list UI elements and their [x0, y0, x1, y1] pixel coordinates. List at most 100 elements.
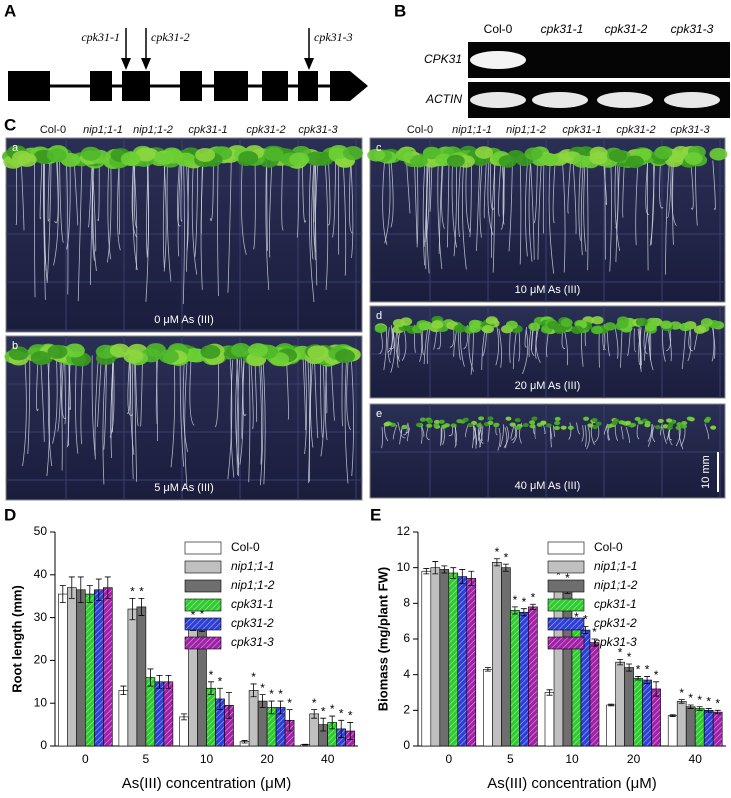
root — [68, 354, 71, 410]
error-bar — [423, 568, 430, 575]
root — [503, 426, 509, 448]
bar — [676, 701, 687, 747]
leaf — [529, 424, 536, 429]
root — [620, 426, 624, 440]
error-bar — [484, 667, 491, 672]
leaf — [654, 424, 661, 430]
significance-mark: * — [251, 670, 256, 684]
root — [163, 156, 167, 272]
y-tick-label: 6 — [403, 631, 410, 645]
bar — [206, 687, 216, 747]
bar — [76, 589, 86, 747]
leaf — [158, 349, 179, 364]
root — [549, 425, 553, 440]
root — [533, 422, 535, 434]
leaf — [700, 318, 713, 327]
scale-label: 10 mm — [700, 455, 712, 489]
bar — [163, 681, 174, 747]
root — [614, 160, 621, 251]
root — [614, 424, 619, 442]
genotype-label: cpk31-1 — [188, 124, 227, 136]
bar — [145, 677, 156, 747]
root — [483, 161, 487, 219]
root — [384, 157, 391, 244]
leaf — [453, 324, 466, 333]
root — [91, 159, 97, 252]
root — [20, 159, 25, 231]
root — [36, 355, 39, 411]
significance-mark: * — [495, 545, 500, 559]
significance-mark: * — [209, 668, 214, 682]
root — [327, 158, 331, 226]
root — [350, 158, 354, 258]
root — [542, 423, 546, 434]
leaf — [567, 425, 574, 430]
significance-mark: * — [715, 697, 720, 711]
genotype-label: nip1;1-2 — [506, 124, 546, 136]
root — [511, 426, 517, 441]
error-bar — [147, 668, 154, 687]
root — [615, 158, 621, 263]
root — [576, 422, 581, 435]
significance-mark: * — [583, 613, 588, 627]
leaf — [635, 317, 648, 327]
root — [194, 156, 199, 257]
bar — [136, 606, 147, 747]
leaf — [401, 424, 408, 430]
root — [266, 159, 268, 251]
leaf — [514, 418, 521, 423]
root — [131, 355, 134, 479]
root — [250, 356, 254, 430]
leaf — [590, 325, 603, 335]
significance-mark: * — [191, 608, 196, 622]
root — [281, 160, 284, 231]
root — [217, 158, 219, 296]
leaf — [710, 425, 717, 430]
error-bar — [705, 708, 712, 713]
root — [688, 327, 694, 352]
bar — [94, 589, 104, 747]
leaf — [433, 423, 440, 428]
root — [155, 357, 158, 425]
root — [535, 326, 540, 359]
root — [15, 158, 18, 226]
error-bar — [68, 576, 75, 599]
panel-label: A — [4, 1, 16, 20]
leaf — [487, 420, 494, 425]
legend-swatch — [547, 636, 585, 650]
genotype-label: Col-0 — [40, 124, 66, 136]
legend-label: cpk31-3 — [594, 635, 637, 649]
root — [572, 159, 577, 234]
leaf — [684, 152, 703, 165]
root — [209, 159, 214, 221]
leaf — [644, 420, 651, 426]
leaf — [613, 418, 620, 423]
leaf — [554, 420, 561, 426]
leaf — [540, 153, 559, 166]
root — [131, 158, 138, 238]
root — [80, 357, 84, 445]
leaf — [681, 421, 688, 426]
significance-mark: * — [504, 550, 509, 564]
bar — [448, 572, 459, 747]
root — [501, 156, 505, 230]
leaf — [450, 423, 457, 428]
leaf — [625, 420, 632, 425]
root — [586, 160, 589, 271]
leaf — [481, 324, 494, 334]
leaf — [419, 417, 426, 422]
leaf — [553, 425, 560, 431]
root — [667, 158, 672, 219]
root — [470, 329, 474, 375]
root — [64, 356, 66, 425]
gene-label: ACTIN — [425, 92, 462, 106]
root — [458, 160, 462, 238]
root — [633, 328, 637, 353]
leaf — [609, 149, 628, 163]
bar — [439, 569, 450, 747]
bar — [651, 688, 661, 747]
leaf — [505, 320, 518, 330]
error-bar — [511, 606, 518, 615]
significance-mark: * — [706, 695, 711, 709]
root — [344, 354, 349, 484]
